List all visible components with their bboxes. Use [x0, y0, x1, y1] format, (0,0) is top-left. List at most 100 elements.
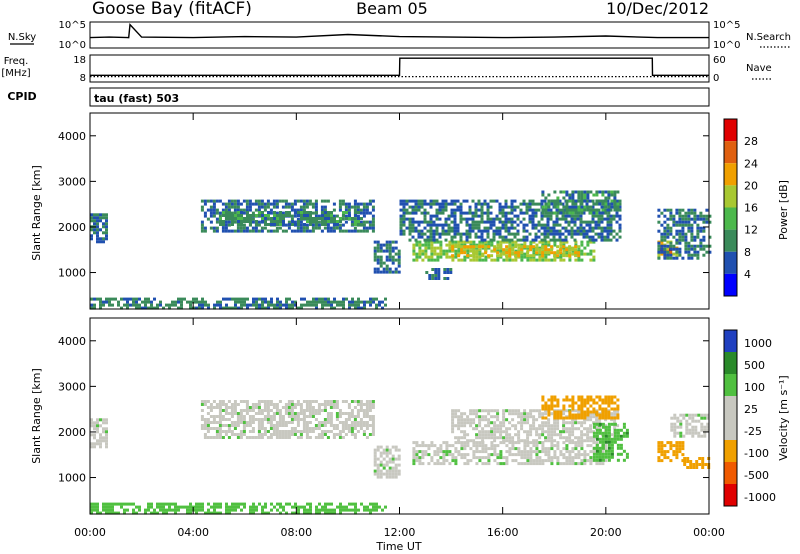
cell-12 — [446, 268, 450, 271]
cell-4 — [517, 441, 521, 445]
cell-7 — [402, 208, 406, 212]
cell-7 — [615, 238, 619, 242]
power-cbar-label-5: 8 — [744, 246, 751, 259]
cell-4 — [598, 462, 602, 466]
cell-11 — [693, 253, 697, 257]
velocity-cbar-label-4: -25 — [744, 425, 762, 438]
cell-4 — [418, 444, 422, 448]
cell-8 — [678, 441, 682, 445]
cell-4 — [538, 462, 542, 466]
cell-6 — [577, 398, 581, 402]
cell-5 — [475, 415, 479, 419]
cell-7 — [607, 440, 611, 444]
cell-7 — [501, 226, 505, 230]
cell-2 — [266, 205, 270, 209]
cell-2 — [335, 418, 339, 421]
cell-2 — [200, 229, 204, 233]
cell-4 — [460, 453, 464, 457]
cell-6 — [547, 248, 551, 252]
cell-2 — [308, 415, 312, 418]
cell-2 — [299, 220, 303, 224]
cell-5 — [496, 243, 500, 247]
cell-7 — [480, 202, 484, 206]
cell-1 — [264, 502, 267, 506]
cell-6 — [544, 407, 548, 411]
cell-1 — [336, 303, 339, 307]
cell-1 — [180, 300, 183, 304]
cell-0 — [90, 445, 93, 449]
cell-2 — [293, 406, 297, 409]
cell-2 — [275, 229, 279, 233]
cell-7 — [543, 238, 547, 242]
cell-5 — [544, 255, 548, 259]
cell-2 — [323, 400, 327, 403]
cell-2 — [227, 412, 231, 415]
cell-6 — [604, 413, 608, 417]
cell-1 — [291, 505, 294, 509]
cell-1 — [150, 306, 153, 310]
cell-2 — [353, 406, 357, 409]
cell-1 — [180, 505, 183, 509]
cell-1 — [288, 303, 291, 307]
cell-2 — [296, 421, 300, 424]
cell-6 — [562, 416, 566, 420]
cell-2 — [242, 229, 246, 233]
cell-4 — [580, 444, 584, 448]
cell-4 — [415, 441, 419, 445]
cell-7 — [592, 455, 596, 459]
cell-5 — [553, 418, 557, 422]
cell-5 — [508, 412, 512, 416]
cell-7 — [492, 220, 496, 224]
cell-1 — [159, 505, 162, 509]
cell-9 — [697, 419, 701, 423]
cell-9 — [700, 413, 704, 417]
cell-5 — [523, 240, 527, 244]
cell-2 — [326, 229, 330, 233]
cell-4 — [376, 258, 380, 262]
cell-2 — [347, 403, 351, 406]
cell-3 — [297, 220, 300, 223]
cell-5 — [496, 258, 500, 262]
cell-5 — [535, 418, 539, 422]
cell-5 — [547, 418, 551, 422]
cell-4 — [550, 447, 554, 451]
cell-6 — [508, 245, 512, 249]
cell-5 — [589, 249, 593, 253]
cell-7 — [540, 223, 544, 227]
cell-4 — [529, 441, 533, 445]
cell-0 — [93, 427, 96, 431]
cell-4 — [385, 246, 389, 250]
cell-2 — [323, 421, 327, 424]
cell-0 — [93, 219, 96, 223]
cell-11 — [699, 244, 703, 248]
cell-2 — [290, 427, 294, 430]
cell-5 — [439, 240, 443, 244]
cell-7 — [441, 205, 445, 209]
cell-7 — [498, 235, 502, 239]
cell-7 — [534, 232, 538, 236]
cell-0 — [96, 424, 99, 428]
cell-7 — [417, 220, 421, 224]
cell-5 — [508, 433, 512, 437]
cell-5 — [475, 258, 479, 262]
cell-9 — [697, 434, 701, 438]
cell-5 — [499, 433, 503, 437]
cell-1 — [144, 303, 147, 307]
cell-7 — [576, 214, 580, 218]
cell-5 — [568, 430, 572, 434]
cell-7 — [435, 208, 439, 212]
cell-1 — [327, 297, 330, 301]
cell-4 — [382, 267, 386, 271]
cell-6 — [571, 416, 575, 420]
cell-4 — [478, 450, 482, 454]
cell-5 — [427, 255, 431, 259]
cell-1 — [132, 297, 135, 301]
cell-7 — [618, 229, 622, 233]
cell-8 — [675, 453, 679, 457]
cell-0 — [99, 436, 102, 440]
cell-2 — [254, 208, 258, 212]
cell-2 — [242, 421, 246, 424]
cell-6 — [520, 251, 524, 255]
cell-3 — [222, 220, 225, 223]
cell-1 — [240, 508, 243, 512]
